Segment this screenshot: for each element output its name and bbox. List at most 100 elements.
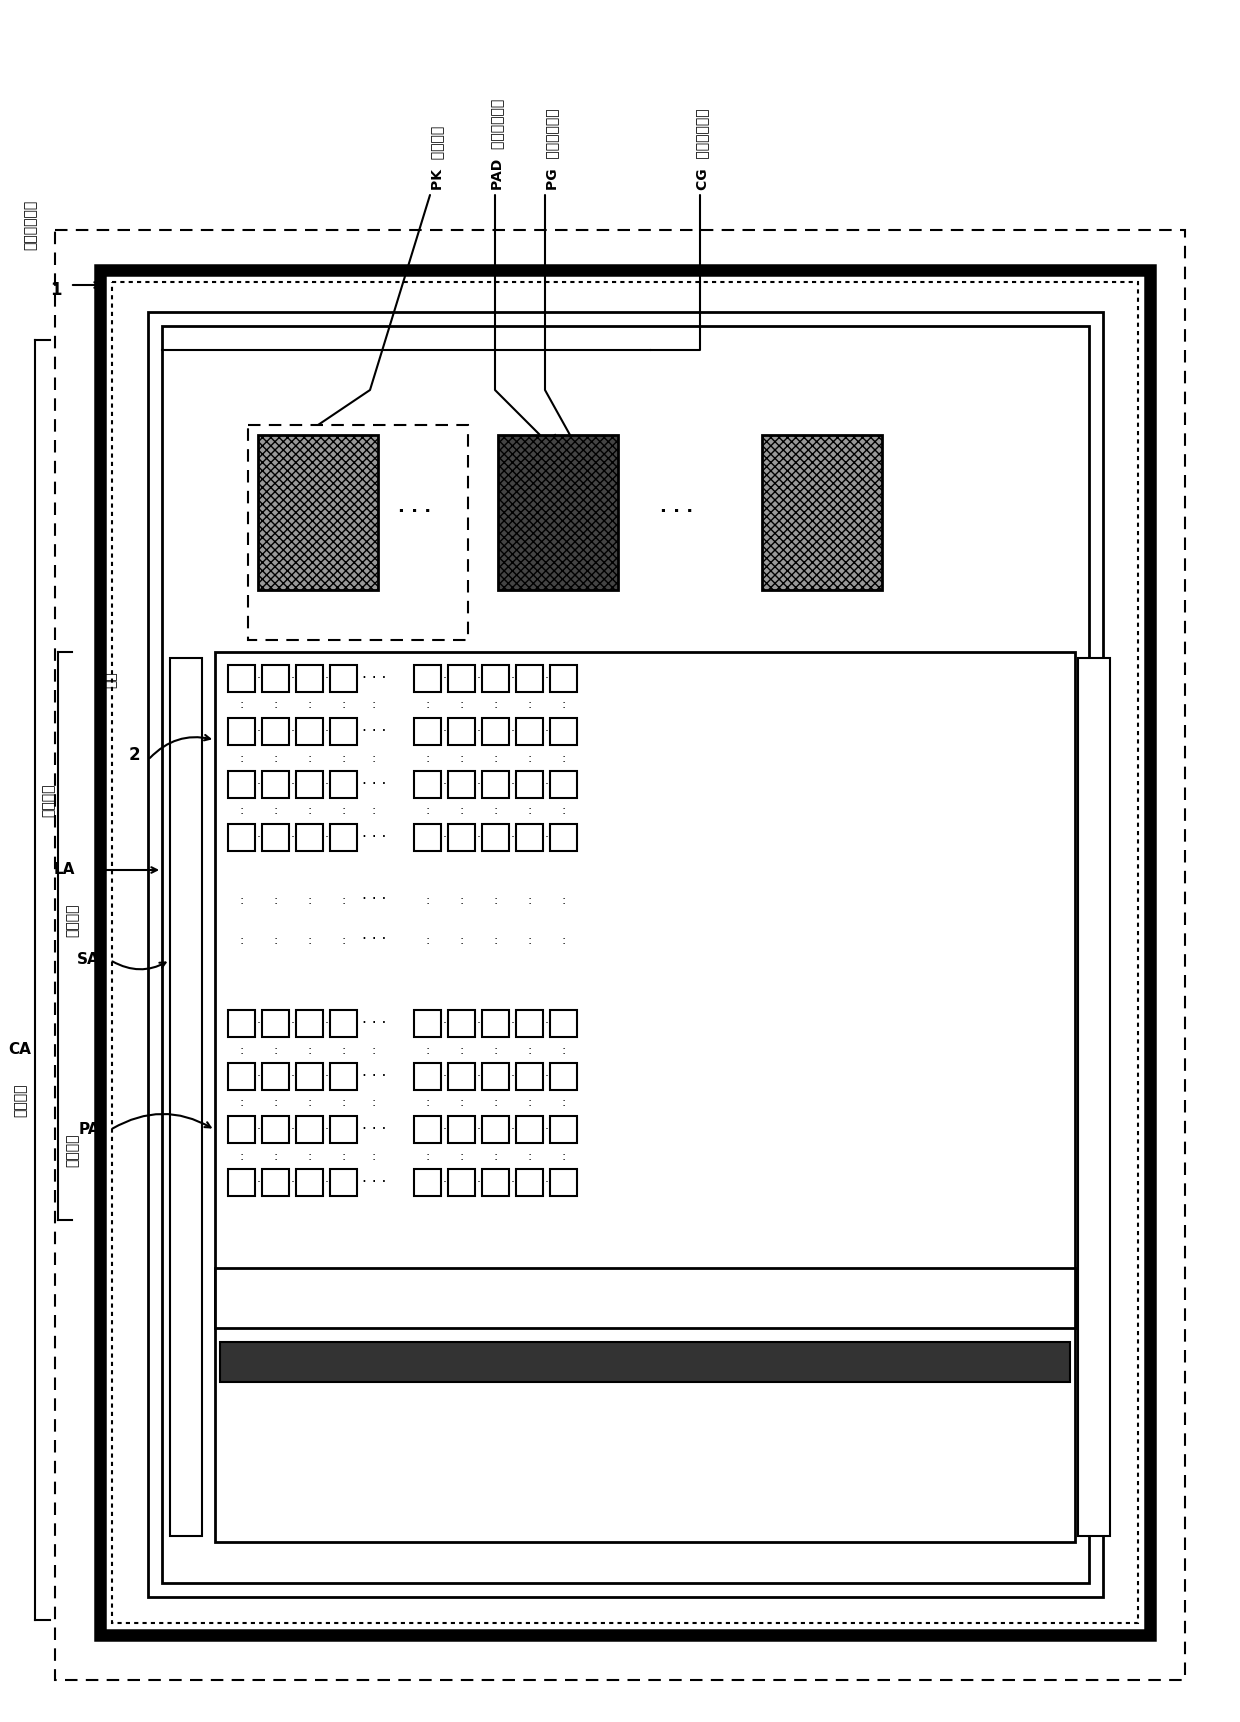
Bar [498,436,618,591]
Bar [551,665,577,692]
Bar [414,718,441,746]
Text: :: : [494,1150,497,1162]
Text: :: : [341,804,346,818]
Text: :: : [239,1097,243,1109]
Bar [228,718,255,746]
Text: :: : [273,699,278,711]
Text: ·: · [257,1018,260,1030]
Text: ·: · [443,832,446,844]
Text: :: : [273,1150,278,1162]
Text: LA: LA [53,863,74,878]
Text: · · ·: · · · [362,1174,386,1190]
Bar [516,1062,543,1090]
Bar [551,718,577,746]
Bar [296,825,322,851]
Bar [162,325,1089,1583]
Text: CG  芯片围绕护环: CG 芯片围绕护环 [694,108,709,189]
Text: 像素区域: 像素区域 [64,1133,79,1168]
Bar [228,825,255,851]
Text: ·: · [544,1176,548,1188]
Text: ·: · [511,1018,515,1030]
Text: ·: · [325,1069,329,1083]
Bar [55,231,1185,1681]
Text: ·: · [511,832,515,844]
Text: :: : [527,1044,532,1057]
Bar [448,1062,475,1090]
Bar [482,1169,508,1197]
Bar [448,1011,475,1037]
Text: :: : [494,699,497,711]
Text: :: : [459,699,464,711]
Bar [228,1169,255,1197]
Text: ·: · [443,1123,446,1137]
Bar [228,665,255,692]
Text: :: : [239,894,243,906]
Text: ·: · [443,1018,446,1030]
Text: :: : [425,1044,429,1057]
Bar [482,665,508,692]
Bar [262,1062,289,1090]
Text: ·: · [443,1176,446,1188]
Text: ·: · [257,1069,260,1083]
Text: ·: · [544,672,548,685]
Text: · · ·: · · · [398,503,432,522]
Text: :: : [425,699,429,711]
Text: :: : [308,1097,311,1109]
Bar [330,665,357,692]
Text: PAD  电极焊盘部分: PAD 电极焊盘部分 [490,98,503,189]
Bar [1078,658,1110,1536]
Bar [330,1011,357,1037]
Text: :: : [459,751,464,765]
Bar [262,1169,289,1197]
Text: SA: SA [77,952,100,968]
Text: ·: · [257,672,260,685]
Text: :: : [494,1097,497,1109]
Bar [228,1116,255,1143]
Text: CA: CA [9,1042,31,1057]
Text: ·: · [476,778,481,790]
Text: :: : [562,1097,565,1109]
Bar [262,825,289,851]
Text: ·: · [544,725,548,739]
Bar [258,436,378,591]
Bar [262,665,289,692]
Bar [170,658,202,1536]
Bar [482,771,508,797]
Bar [228,1062,255,1090]
Text: ·: · [325,1123,329,1137]
Bar [262,1116,289,1143]
Text: 芯片区域: 芯片区域 [12,1083,27,1118]
Text: :: : [527,804,532,818]
Text: ·: · [290,1018,295,1030]
Text: ·: · [257,725,260,739]
Bar [219,1341,1070,1383]
Text: ·: · [511,1176,515,1188]
Text: :: : [459,894,464,906]
Bar [215,653,1075,1541]
Bar [414,825,441,851]
Text: ·: · [476,725,481,739]
Text: :: : [562,1044,565,1057]
Text: :: : [341,751,346,765]
Bar [551,1116,577,1143]
Text: 像素: 像素 [103,672,117,689]
Text: ·: · [290,725,295,739]
Text: :: : [494,804,497,818]
Text: 2: 2 [129,746,140,765]
Text: :: : [308,933,311,947]
Text: :: : [273,933,278,947]
Text: :: : [425,894,429,906]
Bar [551,1011,577,1037]
Text: :: : [372,1150,376,1162]
Bar [448,825,475,851]
Text: ·: · [290,832,295,844]
Bar [330,1169,357,1197]
Text: :: : [239,699,243,711]
Text: ·: · [544,1123,548,1137]
Text: ·: · [476,832,481,844]
Text: :: : [494,894,497,906]
Bar [414,1169,441,1197]
Bar [296,1116,322,1143]
Text: 周围区域: 周围区域 [64,904,79,937]
Text: :: : [372,751,376,765]
